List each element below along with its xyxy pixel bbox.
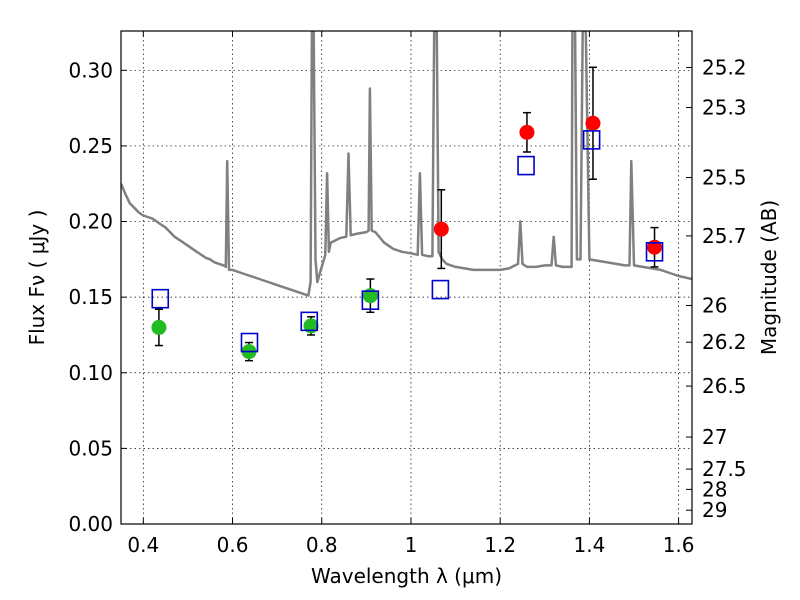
data-point bbox=[519, 124, 535, 140]
x-tick-label: 0.6 bbox=[217, 533, 249, 557]
y-tick-label: 0.05 bbox=[68, 436, 113, 460]
x-tick-label: 0.4 bbox=[127, 533, 159, 557]
right-tick-label: 25.7 bbox=[702, 224, 747, 248]
x-tick-label: 1.2 bbox=[484, 533, 516, 557]
model-point bbox=[431, 279, 450, 300]
grid-lines bbox=[121, 31, 692, 524]
y-tick-label: 0.25 bbox=[68, 134, 113, 158]
right-tick-label: 25.3 bbox=[702, 96, 747, 120]
plot-data bbox=[121, 31, 692, 362]
y-tick-label: 0.30 bbox=[68, 58, 113, 82]
y-tick-label: 0.00 bbox=[68, 512, 113, 536]
data-point bbox=[151, 319, 167, 335]
y-tick-label: 0.10 bbox=[68, 361, 113, 385]
axis-ticks: 0.4 0.6 0.8 1 1.2 1.4 1.6 0.00 0.05 0.10 0.15 0.20 0… bbox=[68, 31, 747, 557]
y-tick-label: 0.20 bbox=[68, 210, 113, 234]
right-tick-label: 25.2 bbox=[702, 55, 747, 79]
right-tick-label: 28 bbox=[702, 477, 727, 501]
plot-frame bbox=[120, 30, 693, 525]
right-tick-label: 26 bbox=[702, 293, 727, 317]
model-point bbox=[151, 288, 170, 309]
spectrum-line bbox=[121, 31, 692, 297]
model-point bbox=[517, 155, 535, 176]
model-point bbox=[240, 332, 259, 353]
data-point bbox=[585, 115, 601, 131]
model-point bbox=[300, 311, 319, 332]
x-tick-label: 0.8 bbox=[306, 533, 338, 557]
y-axis-label: Flux Fν ( μJy ) bbox=[25, 210, 49, 346]
x-axis-label: Wavelength λ (μm) bbox=[311, 564, 502, 588]
right-tick-label: 25.5 bbox=[702, 166, 747, 190]
model-point bbox=[361, 290, 380, 310]
x-tick-label: 1 bbox=[405, 533, 418, 557]
right-tick-label: 27 bbox=[702, 425, 727, 449]
right-tick-label: 29 bbox=[702, 498, 727, 522]
y-axis-right-label: Magnitude (AB) bbox=[757, 200, 781, 355]
y-tick-label: 0.15 bbox=[68, 285, 113, 309]
right-tick-label: 26.2 bbox=[702, 330, 747, 354]
x-tick-label: 1.4 bbox=[573, 533, 605, 557]
data-point bbox=[433, 221, 449, 237]
right-tick-label: 26.5 bbox=[702, 374, 747, 398]
right-tick-label: 27.5 bbox=[702, 457, 747, 481]
model-point bbox=[582, 130, 601, 150]
model-point bbox=[645, 241, 664, 262]
x-tick-label: 1.6 bbox=[663, 533, 695, 557]
